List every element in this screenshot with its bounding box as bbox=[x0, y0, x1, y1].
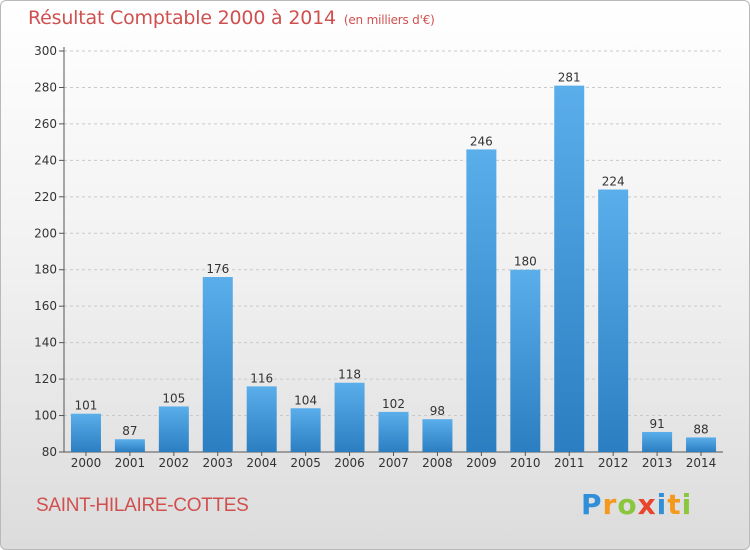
chart-subtitle: (en milliers d'€) bbox=[343, 13, 435, 27]
logo-letter: i bbox=[681, 488, 693, 521]
chart-title-text: Résultat Comptable 2000 à 2014 bbox=[28, 7, 336, 29]
bar bbox=[642, 431, 673, 452]
x-tick-label: 2000 bbox=[71, 456, 102, 470]
x-tick-label: 2007 bbox=[378, 456, 409, 470]
bar bbox=[246, 386, 277, 452]
y-tick-label: 120 bbox=[34, 372, 57, 386]
bars bbox=[70, 85, 717, 452]
proxiti-logo: Proxiti bbox=[581, 488, 692, 521]
bar-value-label: 91 bbox=[649, 417, 664, 431]
bar-value-label: 88 bbox=[693, 422, 708, 436]
bar bbox=[70, 413, 101, 452]
bar bbox=[378, 411, 409, 452]
bar bbox=[290, 408, 321, 452]
y-tick-label: 180 bbox=[34, 263, 57, 277]
bar-value-label: 104 bbox=[294, 393, 317, 407]
logo-letter: r bbox=[602, 488, 618, 521]
bar bbox=[598, 189, 629, 452]
x-tick-label: 2003 bbox=[202, 456, 233, 470]
bar bbox=[510, 269, 541, 452]
x-tick-label: 2004 bbox=[246, 456, 277, 470]
y-tick-label: 220 bbox=[34, 190, 57, 204]
x-tick-label: 2002 bbox=[159, 456, 190, 470]
bar bbox=[686, 437, 717, 452]
y-tick-label: 160 bbox=[34, 299, 57, 313]
commune-name: SAINT-HILAIRE-COTTES bbox=[36, 495, 249, 516]
bar-value-label: 180 bbox=[514, 255, 537, 269]
bar bbox=[158, 406, 189, 452]
bar bbox=[114, 439, 145, 452]
y-tick-label: 80 bbox=[42, 445, 57, 459]
x-tick-label: 2014 bbox=[686, 456, 717, 470]
x-tick-label: 2001 bbox=[115, 456, 146, 470]
bar-value-label: 118 bbox=[338, 368, 361, 382]
x-tick-label: 2012 bbox=[598, 456, 629, 470]
y-tick-label: 280 bbox=[34, 80, 57, 94]
bar-value-label: 102 bbox=[382, 397, 405, 411]
bar bbox=[466, 149, 497, 452]
bar-value-label: 224 bbox=[602, 175, 625, 189]
x-tick-label: 2006 bbox=[334, 456, 365, 470]
logo-letter: o bbox=[617, 488, 638, 521]
logo-letter: i bbox=[656, 488, 668, 521]
bar bbox=[422, 419, 453, 452]
bar-value-label: 101 bbox=[75, 399, 98, 413]
y-tick-label: 200 bbox=[34, 226, 57, 240]
y-tick-label: 140 bbox=[34, 336, 57, 350]
y-tick-label: 100 bbox=[34, 409, 57, 423]
bar-value-label: 281 bbox=[558, 71, 581, 85]
bar-value-label: 116 bbox=[250, 371, 273, 385]
logo-letter: x bbox=[637, 488, 657, 521]
x-tick-label: 2009 bbox=[466, 456, 497, 470]
bar bbox=[334, 382, 365, 452]
x-tick-label: 2011 bbox=[554, 456, 585, 470]
y-tick-label: 260 bbox=[34, 117, 57, 131]
bar-chart: 80 100 120 140 160 180 200 220 240 260 280 300 101 2… bbox=[34, 44, 723, 470]
y-tick-label: 300 bbox=[34, 44, 57, 58]
x-tick-label: 2013 bbox=[642, 456, 673, 470]
x-tick-label: 2008 bbox=[422, 456, 453, 470]
bar bbox=[554, 85, 585, 452]
bar-value-label: 87 bbox=[122, 424, 137, 438]
bar-value-label: 176 bbox=[206, 262, 229, 276]
x-tick-label: 2005 bbox=[290, 456, 321, 470]
y-tick-label: 240 bbox=[34, 153, 57, 167]
bar-value-label: 98 bbox=[430, 404, 445, 418]
bar-value-label: 105 bbox=[162, 391, 185, 405]
bar-value-label: 246 bbox=[470, 134, 493, 148]
chart-title: Résultat Comptable 2000 à 2014 (en millie… bbox=[28, 7, 435, 29]
x-tick-label: 2010 bbox=[510, 456, 541, 470]
logo-letter: t bbox=[667, 488, 682, 521]
bar bbox=[202, 277, 233, 452]
labels: 101 2000 87 2001 105 2002 176 2003 116 2004 104 200… bbox=[71, 71, 717, 470]
logo-letter: P bbox=[581, 488, 603, 521]
